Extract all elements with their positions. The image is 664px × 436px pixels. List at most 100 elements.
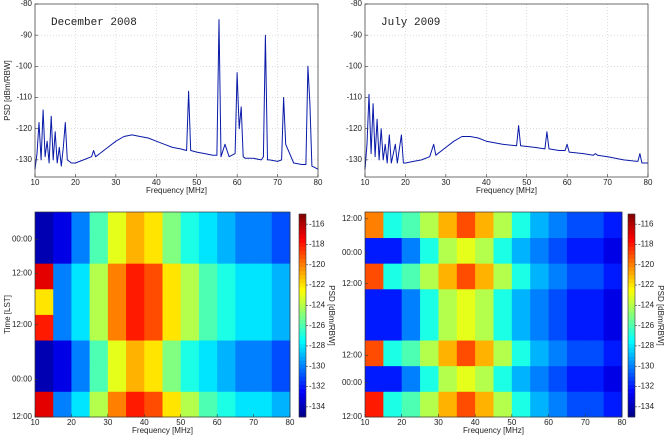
heatmap-cell [456, 263, 476, 290]
heatmap-cell [198, 212, 218, 239]
colorbar-step [299, 315, 306, 320]
colorbar-step [628, 283, 635, 288]
x-tick-label: 50 [522, 178, 531, 187]
heatmap-cell [401, 391, 421, 418]
colorbar-step [628, 311, 635, 316]
x-tick-label: 40 [482, 178, 491, 187]
heatmap-cell [144, 237, 163, 264]
heatmap-cell [217, 314, 236, 341]
colorbar-step [299, 384, 306, 389]
colorbar-step [628, 299, 635, 304]
heatmap-cell [566, 340, 586, 367]
colorbar-step [628, 250, 635, 255]
colorbar-step [299, 226, 306, 231]
colorbar-step [299, 404, 306, 410]
colorbar-step [628, 234, 635, 239]
colorbar-step [299, 246, 306, 251]
heatmap-cell [530, 365, 549, 392]
heatmap-cell [585, 340, 605, 367]
colorbar-step [299, 360, 306, 365]
heatmap-cell [420, 340, 439, 367]
heatmap-cell [548, 314, 568, 341]
colorbar-tick-label: -116 [309, 219, 325, 228]
heatmap-cell [271, 288, 291, 315]
y-tick-label: -80 [350, 0, 362, 8]
heatmap-cell [420, 237, 439, 264]
heatmap-cell [107, 391, 127, 418]
colorbar-step [628, 384, 635, 389]
heatmap-cell [383, 288, 403, 315]
heatmap-cell [548, 288, 568, 315]
colorbar-step [299, 396, 306, 402]
heatmap-cell [475, 237, 494, 264]
heatmap-cell [493, 237, 513, 264]
x-axis-label: Frequency [MHz] [146, 186, 207, 195]
y-tick-label: -110 [347, 93, 363, 102]
heatmap-cell [585, 237, 605, 264]
colorbar-step [299, 274, 306, 280]
colorbar-step [628, 238, 635, 243]
heatmap-cell [493, 391, 513, 418]
heatmap-cell [253, 365, 273, 392]
y-tick-label: 12:00 [342, 412, 363, 421]
x-tick-label: 30 [111, 178, 120, 187]
heatmap-cell [162, 288, 182, 315]
colorbar-step [299, 270, 306, 276]
plot-area [35, 4, 318, 177]
colorbar-step [299, 368, 306, 373]
colorbar-step [628, 343, 635, 349]
x-tick-label: 10 [361, 418, 370, 427]
colorbar-step [628, 347, 635, 353]
heatmap-cell [71, 391, 91, 418]
x-tick-label: 70 [603, 178, 612, 187]
heatmap-cell [383, 365, 403, 392]
heatmap-cell [253, 288, 273, 315]
y-tick-label: 00:00 [12, 375, 33, 384]
x-axis-label: Frequency [MHz] [476, 186, 537, 195]
heatmap-cell [420, 212, 439, 239]
heatmap-cell [144, 340, 163, 367]
heatmap-cell [383, 212, 403, 239]
heatmap-cell [217, 288, 236, 315]
colorbar-step [299, 352, 306, 357]
colorbar-step [299, 347, 306, 353]
colorbar-step [628, 319, 635, 324]
heatmap-cell [420, 263, 439, 290]
heatmap-cell [383, 314, 403, 341]
colorbar-step [299, 230, 306, 235]
axes-frame [34, 3, 319, 178]
heatmap-cell [493, 314, 513, 341]
x-tick-label: 40 [471, 418, 480, 427]
colorbar-step [628, 226, 635, 231]
heatmap-cell [548, 391, 568, 418]
heatmap-cell [35, 314, 54, 341]
heatmap-cell [585, 288, 605, 315]
colorbar-step [299, 319, 306, 324]
heatmap-cell [401, 237, 421, 264]
heatmap-cell [126, 212, 145, 239]
heatmap-cell [71, 212, 91, 239]
colorbar-step [628, 396, 635, 402]
heatmap-cell [162, 391, 182, 418]
heatmap-cell [235, 365, 254, 392]
heatmap-cell [511, 237, 531, 264]
axes-frame [364, 3, 649, 178]
heatmap-cell [198, 365, 218, 392]
heatmap-cell [71, 263, 91, 290]
colorbar-step [628, 218, 635, 223]
colorbar-tick-label: -128 [309, 341, 326, 350]
heatmap-cell [180, 237, 200, 264]
colorbar-tick-label: -124 [638, 300, 655, 309]
colorbar-step [628, 230, 635, 235]
y-tick-label: -130 [346, 155, 363, 164]
colorbar-step [299, 295, 306, 300]
heatmap-cell [271, 314, 291, 341]
colorbar-tick-label: -130 [309, 361, 326, 370]
heatmap-cell [89, 237, 109, 264]
colorbar-step [628, 287, 635, 292]
heatmap-cell [585, 314, 605, 341]
x-tick-label: 80 [618, 418, 627, 427]
x-tick-label: 70 [581, 418, 590, 427]
colorbar-tick-label: -118 [309, 240, 325, 249]
colorbar-tick-label: -120 [309, 260, 326, 269]
